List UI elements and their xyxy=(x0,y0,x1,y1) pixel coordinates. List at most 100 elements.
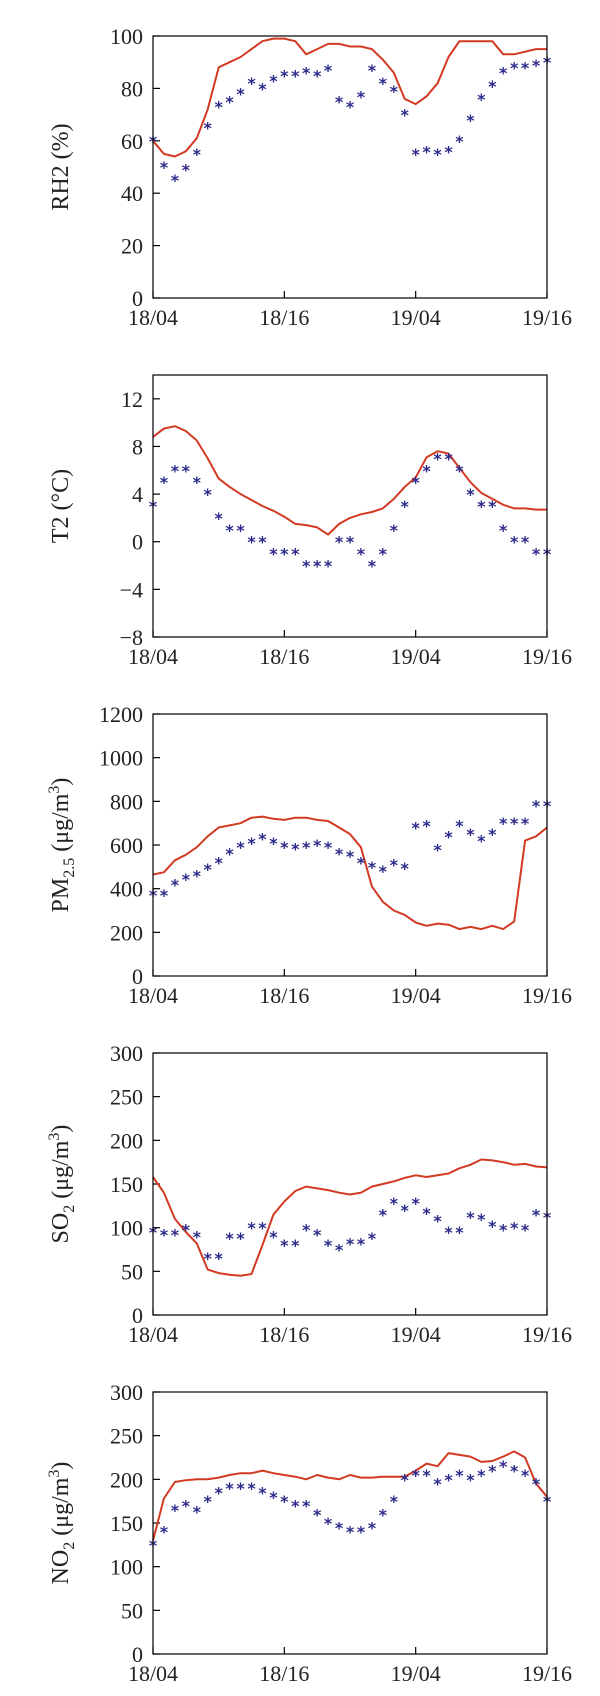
pm25-observed-point: * xyxy=(433,840,442,859)
t2-observed-point: * xyxy=(477,497,486,516)
so2-observed-point: * xyxy=(258,1219,267,1238)
no2-observed-point: * xyxy=(160,1523,169,1542)
t2-observed-point: * xyxy=(269,545,278,564)
so2-ytick-label: 100 xyxy=(110,1216,143,1241)
so2-observed-point: * xyxy=(324,1236,333,1255)
no2-plot-frame xyxy=(152,1391,548,1655)
pm25-xtick-label: 19/04 xyxy=(391,983,441,1008)
so2-observed-point: * xyxy=(335,1241,344,1260)
t2-observed-point: * xyxy=(390,521,399,540)
so2-plot-frame xyxy=(152,1052,548,1316)
so2-observed-point: * xyxy=(280,1236,289,1255)
so2-observed-point: * xyxy=(532,1206,541,1225)
pm25-ytick-label: 0 xyxy=(132,964,143,989)
rh2-observed-point: * xyxy=(258,79,267,98)
t2-observed-point: * xyxy=(236,521,245,540)
rh2-ytick-label: 80 xyxy=(121,76,143,101)
so2-observed-point: * xyxy=(510,1219,519,1238)
so2-observed-point: * xyxy=(379,1206,388,1225)
so2-observed-point: * xyxy=(225,1229,234,1248)
pm25-observed-point: * xyxy=(182,870,191,889)
so2-observed-point: * xyxy=(488,1217,497,1236)
rh2-plot-frame xyxy=(152,35,548,299)
so2-observed-point: * xyxy=(171,1226,180,1245)
no2-chart-panel: 0 50 100 150 200 250 300 18/04 18/16 19/04 19/16 NO… xyxy=(0,1356,600,1696)
t2-xtick-label: 19/16 xyxy=(522,644,572,669)
rh2-xtick-label: 18/16 xyxy=(259,305,309,330)
t2-observed-point: * xyxy=(193,473,202,492)
rh2-observed-point: * xyxy=(280,66,289,85)
t2-xtick-label: 18/16 xyxy=(259,644,309,669)
no2-observed-point: * xyxy=(204,1492,213,1511)
rh2-observed-point: * xyxy=(477,90,486,109)
t2-ytick-label: 4 xyxy=(132,482,143,507)
rh2-observed-point: * xyxy=(411,145,420,164)
rh2-observed-point: * xyxy=(193,145,202,164)
no2-observed-point: * xyxy=(477,1466,486,1485)
rh2-ytick-label: 100 xyxy=(110,24,143,49)
no2-xtick-label: 19/04 xyxy=(391,1661,441,1686)
so2-observed-point: * xyxy=(346,1234,355,1253)
so2-ytick-label: 0 xyxy=(132,1303,143,1328)
rh2-chart-svg: 0 20 40 60 80 100 18/04 18/16 19/04 19/16 RH2 (%) *… xyxy=(48,24,572,330)
t2-observed-point: * xyxy=(324,557,333,576)
t2-observed-point: * xyxy=(357,545,366,564)
rh2-observed-point: * xyxy=(313,66,322,85)
t2-observed-point: * xyxy=(488,497,497,516)
t2-xtick-label: 19/04 xyxy=(391,644,441,669)
pm25-observed-point: * xyxy=(324,838,333,857)
t2-observed-point: * xyxy=(182,461,191,480)
t2-ytick-label: −8 xyxy=(120,625,143,650)
pm25-observed-point: * xyxy=(444,827,453,846)
so2-observed-point: * xyxy=(247,1219,256,1238)
rh2-observed-point: * xyxy=(379,74,388,93)
t2-observed-point: * xyxy=(411,473,420,492)
no2-observed-point: * xyxy=(280,1492,289,1511)
so2-observed-point: * xyxy=(269,1227,278,1246)
no2-observed-point: * xyxy=(532,1475,541,1494)
rh2-observed-point: * xyxy=(357,87,366,106)
t2-observed-point: * xyxy=(433,449,442,468)
so2-observed-point: * xyxy=(214,1249,223,1268)
so2-model-line xyxy=(152,1158,548,1277)
no2-xtick-label: 18/04 xyxy=(128,1661,178,1686)
no2-xtick-label: 18/16 xyxy=(259,1661,309,1686)
t2-ytick-label: −4 xyxy=(120,577,143,602)
pm25-xtick-label: 18/04 xyxy=(128,983,178,1008)
so2-observed-point: * xyxy=(313,1226,322,1245)
so2-observed-point: * xyxy=(466,1208,475,1227)
no2-observed-point: * xyxy=(291,1497,300,1516)
pm25-observed-point: * xyxy=(379,862,388,881)
pm25-xtick-label: 19/16 xyxy=(522,983,572,1008)
no2-observed-point: * xyxy=(455,1466,464,1485)
no2-observed-point: * xyxy=(269,1488,278,1507)
t2-observed-point: * xyxy=(455,461,464,480)
so2-observed-point: * xyxy=(477,1210,486,1229)
rh2-observed-point: * xyxy=(160,158,169,177)
no2-observed-point: * xyxy=(324,1514,333,1533)
rh2-observed-point: * xyxy=(521,58,530,77)
no2-ytick-label: 300 xyxy=(110,1380,143,1405)
t2-observed-point: * xyxy=(401,497,410,516)
rh2-observed-point: * xyxy=(204,119,213,138)
pm25-observed-point: * xyxy=(171,875,180,894)
rh2-observed-point: * xyxy=(302,64,311,83)
t2-observed-point: * xyxy=(160,473,169,492)
pm25-y-axis-label: PM2.5 (μg/m3) xyxy=(46,778,78,913)
pm25-ytick-label: 600 xyxy=(110,833,143,858)
rh2-model-line xyxy=(152,37,547,158)
pm25-observed-point: * xyxy=(532,797,541,816)
so2-observed-point: * xyxy=(401,1201,410,1220)
so2-observed-point: * xyxy=(411,1194,420,1213)
pm25-ytick-label: 1000 xyxy=(99,746,143,771)
pm25-observed-point: * xyxy=(236,838,245,857)
pm25-observed-point: * xyxy=(193,867,202,886)
so2-chart-svg: 0 50 100 150 200 250 300 18/04 18/16 19/04 19/16 SO… xyxy=(46,1041,572,1347)
t2-observed-point: * xyxy=(335,533,344,552)
rh2-observed-point: * xyxy=(368,61,377,80)
rh2-observed-point: * xyxy=(335,93,344,112)
rh2-chart-panel: 0 20 40 60 80 100 18/04 18/16 19/04 19/16 RH2 (%) *… xyxy=(0,0,600,339)
pm25-observed-point: * xyxy=(411,819,420,838)
pm25-plot-frame xyxy=(152,713,548,977)
